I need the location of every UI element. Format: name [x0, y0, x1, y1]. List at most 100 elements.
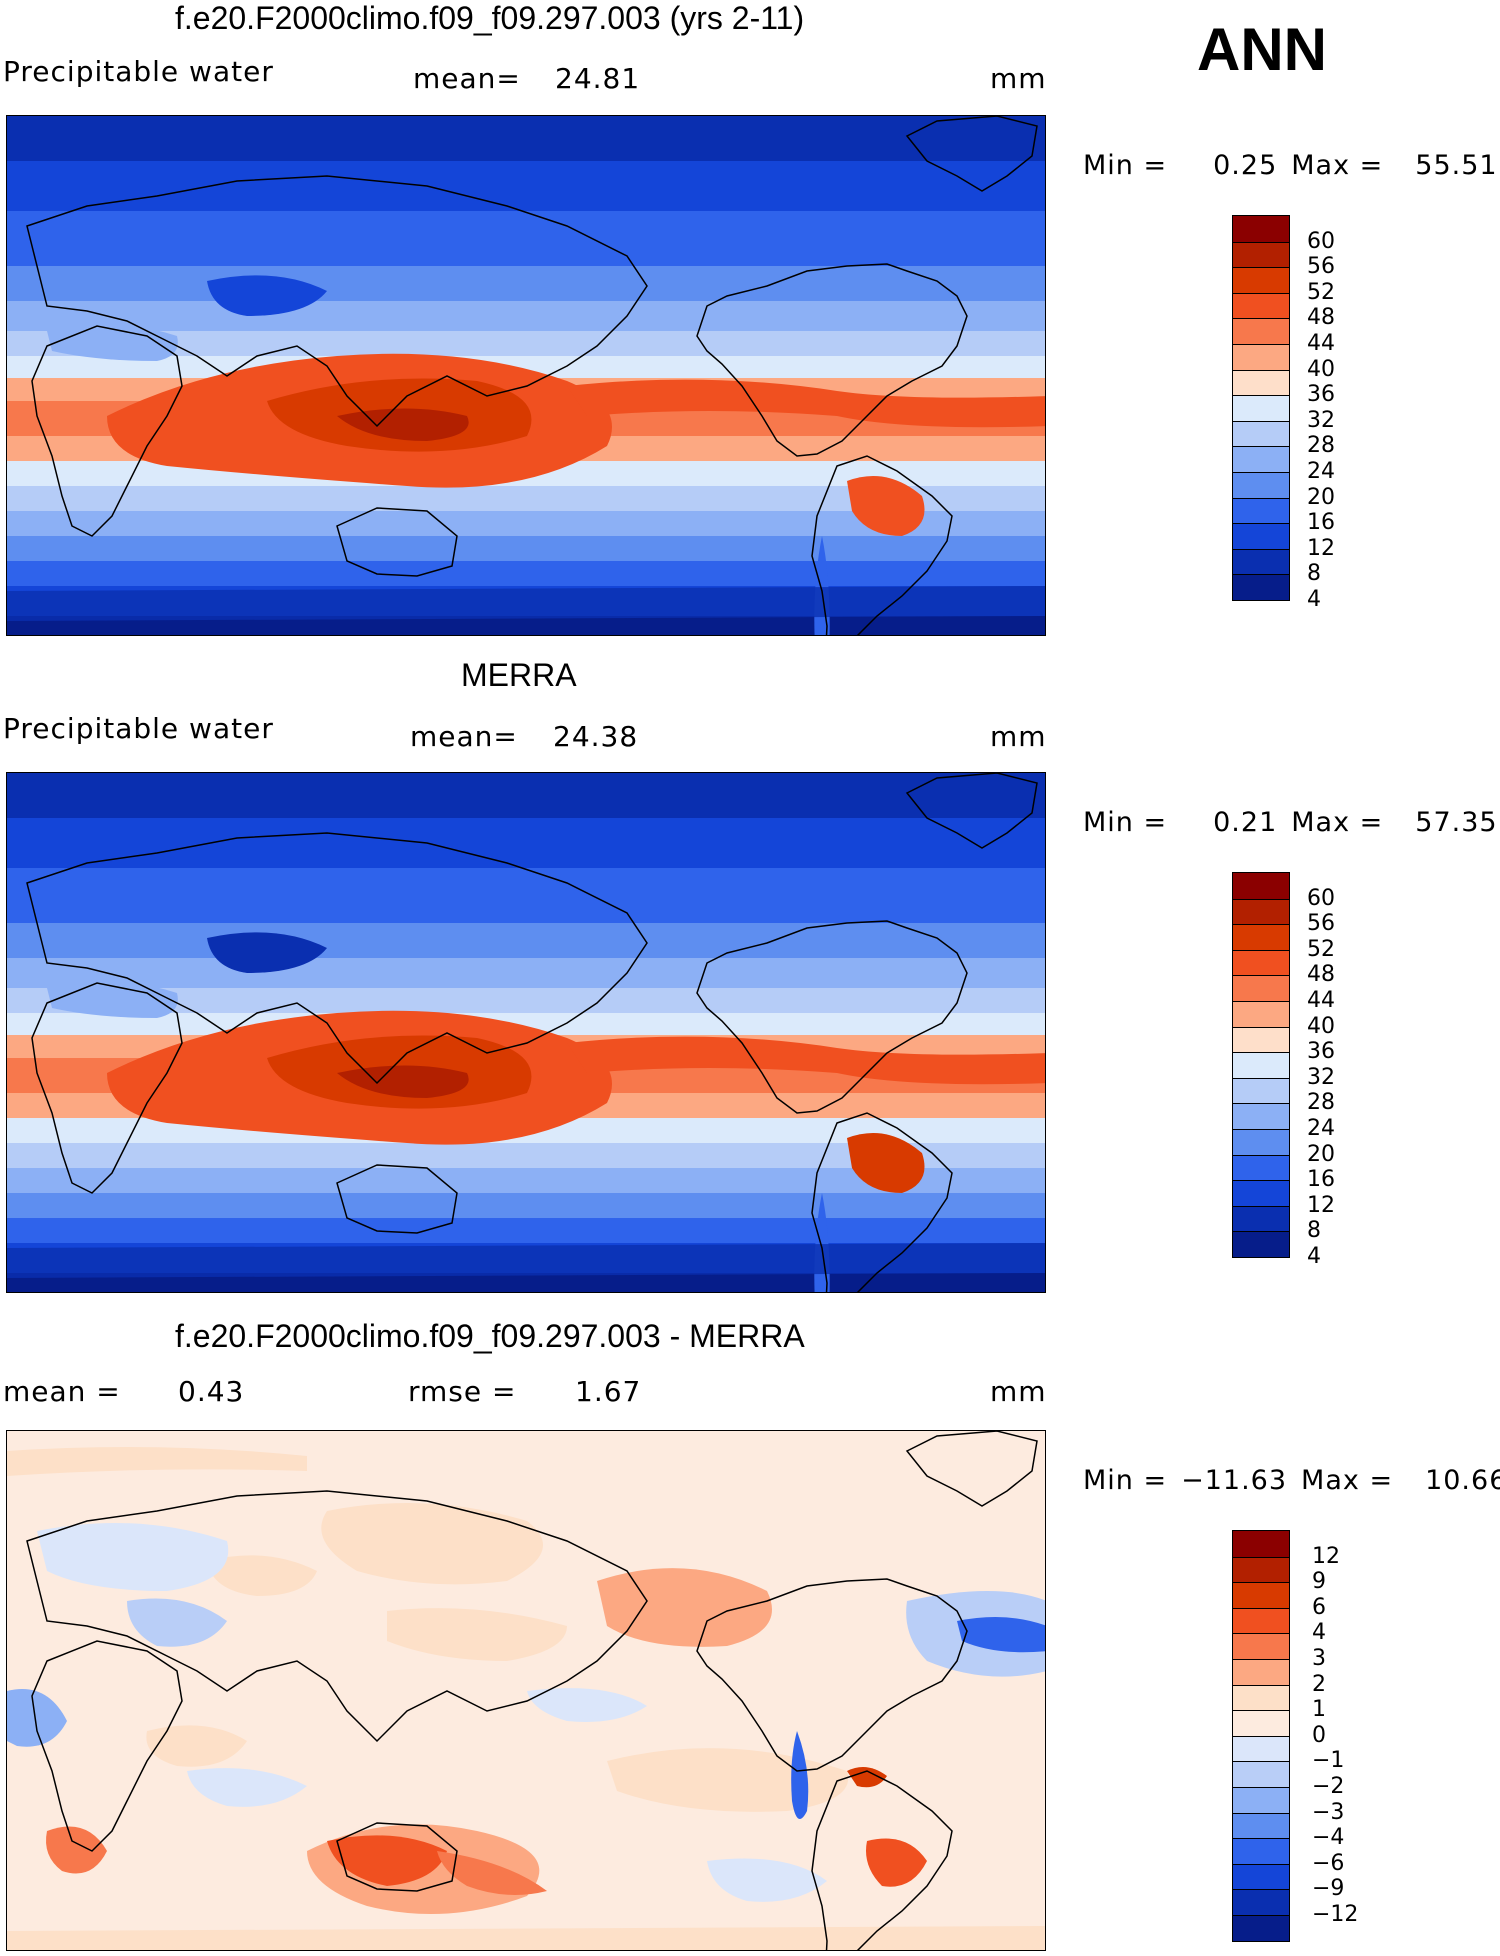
- colorbar-tick-label: 8: [1307, 561, 1321, 587]
- colorbar-tick-label: 20: [1307, 484, 1335, 510]
- colorbar-tick-label: 56: [1307, 911, 1335, 937]
- colorbar-swatch: [1233, 471, 1289, 498]
- colorbar-tick-label: 36: [1307, 382, 1335, 408]
- colorbar-tick-label: 48: [1307, 305, 1335, 331]
- colorbar-swatch: [1233, 216, 1289, 242]
- min-max-readout: Min = −11.63 Max = 10.66: [1083, 1465, 1500, 1496]
- colorbar-tick-label: 32: [1307, 1064, 1335, 1090]
- colorbar-tick-label: 40: [1307, 1013, 1335, 1039]
- colorbar-swatch: [1233, 1838, 1289, 1864]
- colorbar-swatch: [1233, 1786, 1289, 1813]
- colorbar-tick-label: 4: [1307, 1244, 1321, 1269]
- units-label: mm: [990, 720, 1047, 753]
- colorbar-swatch: [1233, 1889, 1289, 1915]
- colorbar-swatch: [1233, 548, 1289, 575]
- units-label: mm: [990, 1375, 1047, 1408]
- mean-value: 24.38: [553, 720, 639, 753]
- min-value: 0.21: [1213, 807, 1278, 838]
- colorbar-swatch: [1233, 395, 1289, 421]
- colorbar-tick-label: 16: [1307, 1167, 1335, 1193]
- colorbar-tick-label: 6: [1312, 1594, 1326, 1620]
- map-model: [6, 115, 1046, 636]
- colorbar-tick-label: 32: [1307, 407, 1335, 433]
- colorbar-swatch: [1233, 949, 1289, 976]
- colorbar-swatch: [1233, 1735, 1289, 1762]
- colorbar-swatch: [1233, 1684, 1289, 1711]
- colorbar-swatch: [1233, 1633, 1289, 1659]
- colorbar-tick-label: 36: [1307, 1039, 1335, 1065]
- min-label: Min =: [1083, 1465, 1168, 1496]
- colorbar-tick-label: 24: [1307, 459, 1335, 484]
- colorbar-tick-label: 52: [1307, 936, 1335, 962]
- season-label: ANN: [1197, 16, 1327, 83]
- mean-value: 0.43: [178, 1375, 245, 1408]
- colorbar-swatch: [1233, 1026, 1289, 1053]
- max-label: Max =: [1291, 807, 1384, 838]
- colorbar-tick-label: 8: [1307, 1218, 1321, 1244]
- min-value: 0.25: [1213, 150, 1278, 181]
- colorbar-swatch: [1233, 318, 1289, 344]
- colorbar: [1232, 1530, 1290, 1942]
- colorbar-tick-label: 2: [1312, 1671, 1326, 1697]
- rmse-label: rmse =: [408, 1375, 517, 1408]
- colorbar-swatch: [1233, 523, 1289, 549]
- colorbar-swatch: [1233, 1154, 1289, 1181]
- colorbar-tick-label: 4: [1307, 587, 1321, 612]
- colorbar-swatch: [1233, 267, 1289, 293]
- colorbar-tick-label: 44: [1307, 331, 1335, 356]
- colorbar-swatch: [1233, 1556, 1289, 1583]
- colorbar-swatch: [1233, 1710, 1289, 1736]
- colorbar-tick-label: 12: [1312, 1543, 1340, 1569]
- colorbar-tick-label: −6: [1312, 1850, 1345, 1876]
- panel-title: MERRA: [461, 657, 577, 693]
- mean-label: mean =: [3, 1375, 121, 1408]
- colorbar-swatch: [1233, 574, 1289, 600]
- colorbar-swatch: [1233, 1052, 1289, 1078]
- colorbar-swatch: [1233, 1077, 1289, 1104]
- colorbar-tick-label: 24: [1307, 1116, 1335, 1141]
- colorbar-swatch: [1233, 1863, 1289, 1890]
- colorbar-tick-label: −4: [1312, 1825, 1345, 1851]
- colorbar-swatch: [1233, 1000, 1289, 1027]
- colorbar-tick-label: 52: [1307, 279, 1335, 305]
- colorbar-tick-label: 0: [1312, 1722, 1326, 1748]
- colorbar-swatch: [1233, 446, 1289, 472]
- colorbar-swatch: [1233, 1607, 1289, 1634]
- map-difference: [6, 1430, 1046, 1951]
- colorbar-swatch: [1233, 1103, 1289, 1129]
- max-value: 57.35: [1415, 807, 1498, 838]
- max-label: Max =: [1291, 150, 1384, 181]
- colorbar-swatch: [1233, 1582, 1289, 1608]
- colorbar-tick-label: 3: [1312, 1646, 1326, 1671]
- colorbar-swatch: [1233, 975, 1289, 1001]
- colorbar-swatch: [1233, 497, 1289, 524]
- mean-value: 24.81: [555, 62, 641, 95]
- colorbar-swatch: [1233, 241, 1289, 268]
- colorbar-tick-label: −1: [1312, 1748, 1345, 1774]
- min-value: −11.63: [1181, 1465, 1288, 1496]
- colorbar-tick-label: −3: [1312, 1799, 1345, 1825]
- max-label: Max =: [1301, 1465, 1394, 1496]
- min-max-readout: Min = 0.25 Max = 55.51: [1083, 150, 1498, 181]
- max-value: 55.51: [1415, 150, 1498, 181]
- panel-title: f.e20.F2000climo.f09_f09.297.003 (yrs 2-…: [175, 0, 805, 36]
- min-label: Min =: [1083, 807, 1168, 838]
- colorbar-swatch: [1233, 898, 1289, 925]
- colorbar-swatch: [1233, 1128, 1289, 1155]
- colorbar-swatch: [1233, 1761, 1289, 1787]
- colorbar-tick-label: 48: [1307, 962, 1335, 988]
- colorbar-tick-label: 40: [1307, 356, 1335, 382]
- colorbar: [1232, 215, 1290, 601]
- colorbar-swatch: [1233, 369, 1289, 396]
- colorbar-tick-label: 12: [1307, 535, 1335, 561]
- colorbar-swatch: [1233, 1914, 1289, 1941]
- colorbar-swatch: [1233, 1531, 1289, 1557]
- colorbar-swatch: [1233, 924, 1289, 950]
- colorbar-tick-label: 20: [1307, 1141, 1335, 1167]
- colorbar: [1232, 872, 1290, 1258]
- colorbar-swatch: [1233, 420, 1289, 447]
- colorbar-tick-label: 16: [1307, 510, 1335, 536]
- min-max-readout: Min = 0.21 Max = 57.35: [1083, 807, 1498, 838]
- colorbar-tick-label: −2: [1312, 1774, 1345, 1799]
- panel-title: f.e20.F2000climo.f09_f09.297.003 - MERRA: [175, 1318, 805, 1354]
